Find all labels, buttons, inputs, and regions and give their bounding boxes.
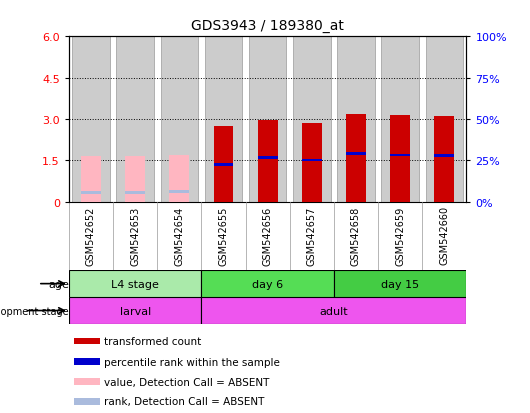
- Bar: [435, 155, 454, 157]
- Text: GSM542652: GSM542652: [86, 206, 96, 265]
- Bar: [214, 164, 233, 166]
- Bar: [205, 37, 242, 202]
- Bar: [125, 157, 145, 202]
- Bar: [170, 190, 189, 193]
- Text: day 6: day 6: [252, 279, 283, 289]
- Bar: [302, 124, 322, 202]
- Bar: [334, 271, 466, 297]
- Bar: [69, 271, 201, 297]
- Text: GSM542660: GSM542660: [439, 206, 449, 265]
- Bar: [74, 338, 100, 344]
- Bar: [214, 127, 233, 202]
- Bar: [390, 116, 410, 202]
- Text: GSM542657: GSM542657: [307, 206, 317, 265]
- Text: transformed count: transformed count: [104, 336, 201, 346]
- Bar: [161, 37, 198, 202]
- Text: GSM542655: GSM542655: [218, 206, 228, 265]
- Bar: [81, 191, 101, 194]
- Bar: [346, 153, 366, 156]
- Text: value, Detection Call = ABSENT: value, Detection Call = ABSENT: [104, 377, 269, 387]
- Bar: [302, 159, 322, 162]
- Text: day 15: day 15: [381, 279, 419, 289]
- Bar: [346, 114, 366, 202]
- Text: GSM542659: GSM542659: [395, 206, 405, 265]
- Bar: [125, 191, 145, 194]
- Text: age: age: [48, 279, 69, 289]
- Bar: [390, 154, 410, 157]
- Text: rank, Detection Call = ABSENT: rank, Detection Call = ABSENT: [104, 396, 264, 406]
- Text: GSM542656: GSM542656: [263, 206, 272, 265]
- Bar: [74, 358, 100, 365]
- Title: GDS3943 / 189380_at: GDS3943 / 189380_at: [191, 19, 344, 33]
- Text: development stage: development stage: [0, 306, 69, 316]
- Bar: [201, 297, 466, 324]
- Bar: [69, 297, 201, 324]
- Bar: [74, 378, 100, 385]
- Bar: [337, 37, 375, 202]
- Bar: [258, 121, 278, 202]
- Bar: [258, 157, 278, 160]
- Text: GSM542653: GSM542653: [130, 206, 140, 265]
- Text: adult: adult: [320, 306, 348, 316]
- Bar: [249, 37, 286, 202]
- Bar: [72, 37, 110, 202]
- Bar: [170, 156, 189, 202]
- Bar: [435, 117, 454, 202]
- Bar: [117, 37, 154, 202]
- Bar: [426, 37, 463, 202]
- Text: percentile rank within the sample: percentile rank within the sample: [104, 357, 280, 367]
- Text: GSM542658: GSM542658: [351, 206, 361, 265]
- Bar: [74, 398, 100, 405]
- Bar: [81, 157, 101, 202]
- Bar: [201, 271, 334, 297]
- Text: GSM542654: GSM542654: [174, 206, 184, 265]
- Bar: [293, 37, 331, 202]
- Text: larval: larval: [120, 306, 151, 316]
- Bar: [382, 37, 419, 202]
- Text: L4 stage: L4 stage: [111, 279, 159, 289]
